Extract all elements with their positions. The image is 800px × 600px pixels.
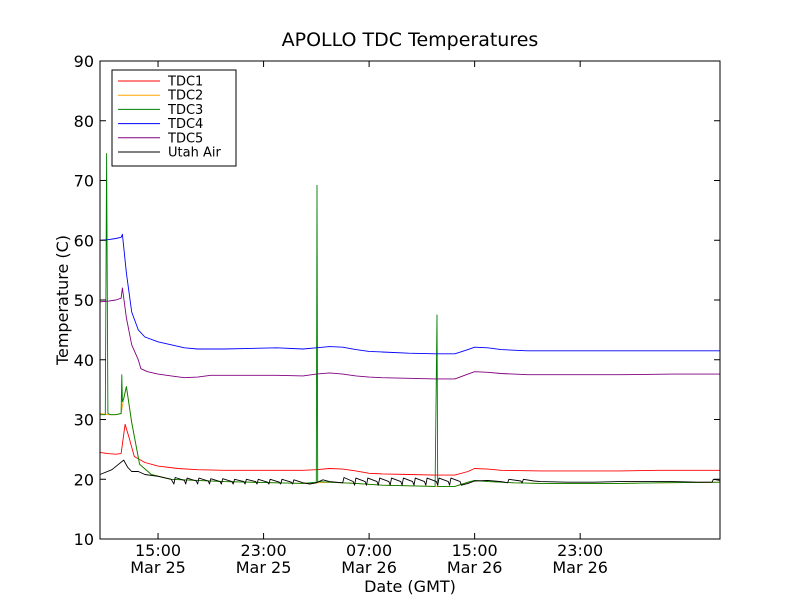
x-tick-date-label: Mar 26 [552, 558, 608, 577]
y-tick-label: 30 [74, 411, 94, 430]
x-tick-time-label: 15:00 [452, 541, 498, 560]
x-axis-label: Date (GMT) [364, 577, 456, 596]
x-tick-time-label: 07:00 [346, 541, 392, 560]
y-axis-label: Temperature (C) [53, 235, 72, 366]
series-layer [99, 153, 721, 487]
legend-label: TDC3 [167, 103, 203, 118]
y-tick-label: 10 [74, 530, 94, 549]
legend-label: TDC2 [167, 89, 203, 104]
x-tick-date-label: Mar 25 [236, 558, 292, 577]
y-tick-label: 50 [74, 291, 94, 310]
legend-label: TDC4 [167, 117, 203, 132]
series-line-tdc4 [99, 233, 720, 355]
y-tick-label: 60 [74, 231, 94, 250]
x-tick-date-label: Mar 25 [130, 558, 186, 577]
x-tick-time-label: 15:00 [135, 541, 181, 560]
x-tick-time-label: 23:00 [557, 541, 603, 560]
legend-box [111, 69, 237, 167]
y-tick-label: 20 [74, 470, 94, 489]
y-tick-label: 70 [74, 172, 94, 191]
y-tick-label: 40 [74, 351, 94, 370]
x-tick-date-label: Mar 26 [341, 558, 397, 577]
y-tick-label: 80 [74, 112, 94, 131]
y-tick-label: 90 [74, 52, 94, 71]
x-tick-date-label: Mar 26 [447, 558, 503, 577]
legend-label: TDC5 [167, 131, 203, 146]
series-line-tdc1 [99, 423, 720, 476]
series-line-utah-air [99, 459, 721, 486]
x-tick-time-label: 23:00 [241, 541, 287, 560]
legend-label: Utah Air [168, 146, 221, 161]
series-line-tdc5 [99, 287, 720, 380]
legend-label: TDC1 [167, 75, 203, 90]
chart-title: APOLLO TDC Temperatures [282, 29, 539, 51]
